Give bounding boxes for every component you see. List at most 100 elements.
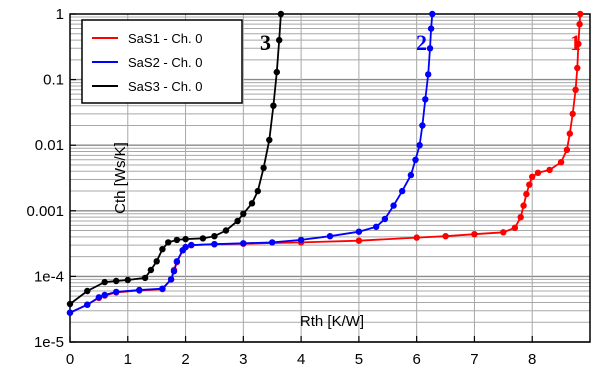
series-1-point bbox=[520, 202, 527, 209]
series-1-point bbox=[526, 181, 533, 188]
y-tick-label: 1e-5 bbox=[34, 334, 64, 351]
legend-label-sas2: SaS2 - Ch. 0 bbox=[128, 55, 202, 70]
series-2-point bbox=[412, 156, 419, 163]
series-2-point bbox=[426, 45, 434, 52]
series-2-point bbox=[136, 286, 143, 294]
series-2-point bbox=[429, 10, 436, 18]
series-2-point bbox=[211, 241, 218, 248]
series-3-point bbox=[159, 246, 166, 253]
x-axis-title: Rth [K/W] bbox=[300, 313, 364, 330]
series-3-point bbox=[211, 233, 218, 240]
series-3-point bbox=[84, 287, 91, 295]
series-3-point bbox=[113, 277, 120, 285]
series-1-point bbox=[442, 233, 449, 240]
series-2-point bbox=[188, 241, 195, 249]
series-3-point bbox=[276, 36, 283, 44]
x-tick-label: 7 bbox=[470, 351, 478, 368]
series-3-point bbox=[234, 217, 241, 225]
series-1-point bbox=[557, 159, 565, 166]
series-2-point bbox=[240, 240, 247, 247]
series-2-point bbox=[159, 285, 166, 292]
series-1-point bbox=[566, 130, 573, 137]
series-3-point bbox=[260, 164, 267, 172]
series-2-point bbox=[113, 288, 120, 296]
series-1-point bbox=[500, 229, 507, 236]
series-1-point bbox=[546, 166, 553, 174]
y-tick-label: 0.001 bbox=[26, 203, 64, 220]
series-1-point bbox=[511, 224, 519, 231]
series-1-point bbox=[576, 21, 583, 28]
x-tick-label: 1 bbox=[124, 351, 132, 368]
grid-layer bbox=[69, 14, 591, 343]
series-1-point bbox=[523, 190, 530, 198]
x-tick-label: 6 bbox=[412, 351, 420, 368]
series-1-point bbox=[355, 237, 363, 244]
y-tick-label: 0.01 bbox=[35, 137, 64, 154]
series-1-point bbox=[577, 10, 584, 18]
legend-label-sas3: SaS3 - Ch. 0 bbox=[128, 79, 202, 94]
series-3-point bbox=[66, 300, 74, 308]
series-layer bbox=[66, 10, 584, 316]
series-3-point bbox=[141, 274, 149, 282]
series-3-point bbox=[147, 266, 155, 274]
series-2-point bbox=[355, 228, 363, 235]
series-1-point bbox=[534, 169, 542, 176]
series-2-point bbox=[390, 202, 397, 209]
series-2-point bbox=[297, 236, 305, 244]
curve-label-3: 3 bbox=[260, 30, 271, 55]
series-2-point bbox=[419, 122, 426, 129]
series-3-point bbox=[254, 187, 261, 195]
series-1-point bbox=[529, 173, 536, 180]
series-2-point bbox=[422, 96, 429, 103]
series-3-point bbox=[101, 278, 108, 286]
series-2-point bbox=[101, 291, 108, 299]
curve-label-1: 1 bbox=[570, 30, 581, 55]
series-2-point bbox=[173, 258, 181, 265]
x-tick-label: 8 bbox=[528, 351, 536, 368]
series-3-point bbox=[182, 235, 189, 243]
series-3-point bbox=[240, 210, 247, 217]
curve-label-2: 2 bbox=[416, 30, 427, 55]
series-3-point bbox=[248, 200, 256, 207]
series-3-point bbox=[153, 258, 160, 265]
series-3-point bbox=[222, 227, 230, 234]
series-2-point bbox=[416, 142, 423, 149]
y-tick-label: 0.1 bbox=[43, 72, 64, 89]
series-3-point bbox=[173, 236, 181, 244]
series-2-point bbox=[95, 294, 103, 301]
series-3-point bbox=[270, 102, 277, 109]
x-tick-label: 0 bbox=[66, 351, 74, 368]
legend-label-sas1: SaS1 - Ch. 0 bbox=[128, 31, 202, 46]
series-2-point bbox=[84, 301, 91, 308]
series-2-point bbox=[381, 215, 389, 223]
y-tick-label: 1 bbox=[56, 6, 64, 23]
x-tick-label: 2 bbox=[181, 351, 189, 368]
series-2-point bbox=[66, 309, 74, 316]
series-1-point bbox=[569, 110, 576, 118]
series-3-point bbox=[165, 239, 172, 246]
series-2-point bbox=[373, 223, 380, 230]
tick-label-layer: 0 1 2 3 4 5 6 7 8 1e-5 1e-4 0.001 0.01 0.1 1 bbox=[26, 6, 536, 368]
series-3-point bbox=[273, 68, 280, 76]
series-3-point bbox=[199, 235, 207, 242]
series-1-point bbox=[575, 40, 582, 48]
series-1-point bbox=[563, 146, 571, 153]
x-tick-label: 3 bbox=[239, 351, 247, 368]
series-2-point bbox=[182, 243, 189, 251]
legend: SaS1 - Ch. 0 SaS2 - Ch. 0 SaS3 - Ch. 0 bbox=[81, 19, 243, 104]
x-tick-label: 5 bbox=[355, 351, 363, 368]
series-3-point bbox=[124, 276, 131, 284]
series-2-point bbox=[407, 171, 415, 179]
axes-layer bbox=[69, 13, 591, 343]
series-2-point bbox=[425, 71, 432, 78]
series-2-point bbox=[269, 239, 276, 246]
series-1-point bbox=[471, 231, 478, 238]
series-line-2 bbox=[69, 13, 434, 314]
y-tick-label: 1e-4 bbox=[34, 268, 64, 285]
series-1-point bbox=[574, 64, 581, 72]
plot-frame bbox=[69, 13, 591, 343]
series-1-point bbox=[413, 234, 420, 241]
series-3-point bbox=[266, 136, 273, 144]
